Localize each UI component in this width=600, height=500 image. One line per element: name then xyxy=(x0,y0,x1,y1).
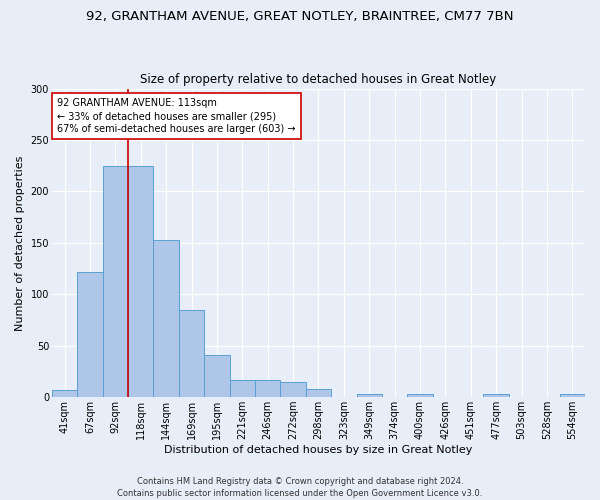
Bar xyxy=(560,394,585,397)
Bar xyxy=(77,272,103,397)
Y-axis label: Number of detached properties: Number of detached properties xyxy=(15,155,25,330)
Bar xyxy=(128,166,154,397)
Bar xyxy=(306,389,331,397)
Title: Size of property relative to detached houses in Great Notley: Size of property relative to detached ho… xyxy=(140,73,497,86)
Text: 92, GRANTHAM AVENUE, GREAT NOTLEY, BRAINTREE, CM77 7BN: 92, GRANTHAM AVENUE, GREAT NOTLEY, BRAIN… xyxy=(86,10,514,23)
Text: 92 GRANTHAM AVENUE: 113sqm
← 33% of detached houses are smaller (295)
67% of sem: 92 GRANTHAM AVENUE: 113sqm ← 33% of deta… xyxy=(57,98,296,134)
Bar xyxy=(280,382,306,397)
Bar xyxy=(103,166,128,397)
Bar xyxy=(154,240,179,397)
Bar xyxy=(204,355,230,397)
Bar xyxy=(255,380,280,397)
Bar xyxy=(484,394,509,397)
X-axis label: Distribution of detached houses by size in Great Notley: Distribution of detached houses by size … xyxy=(164,445,473,455)
Text: Contains HM Land Registry data © Crown copyright and database right 2024.
Contai: Contains HM Land Registry data © Crown c… xyxy=(118,476,482,498)
Bar xyxy=(356,394,382,397)
Bar xyxy=(407,394,433,397)
Bar xyxy=(52,390,77,397)
Bar xyxy=(179,310,204,397)
Bar xyxy=(230,380,255,397)
